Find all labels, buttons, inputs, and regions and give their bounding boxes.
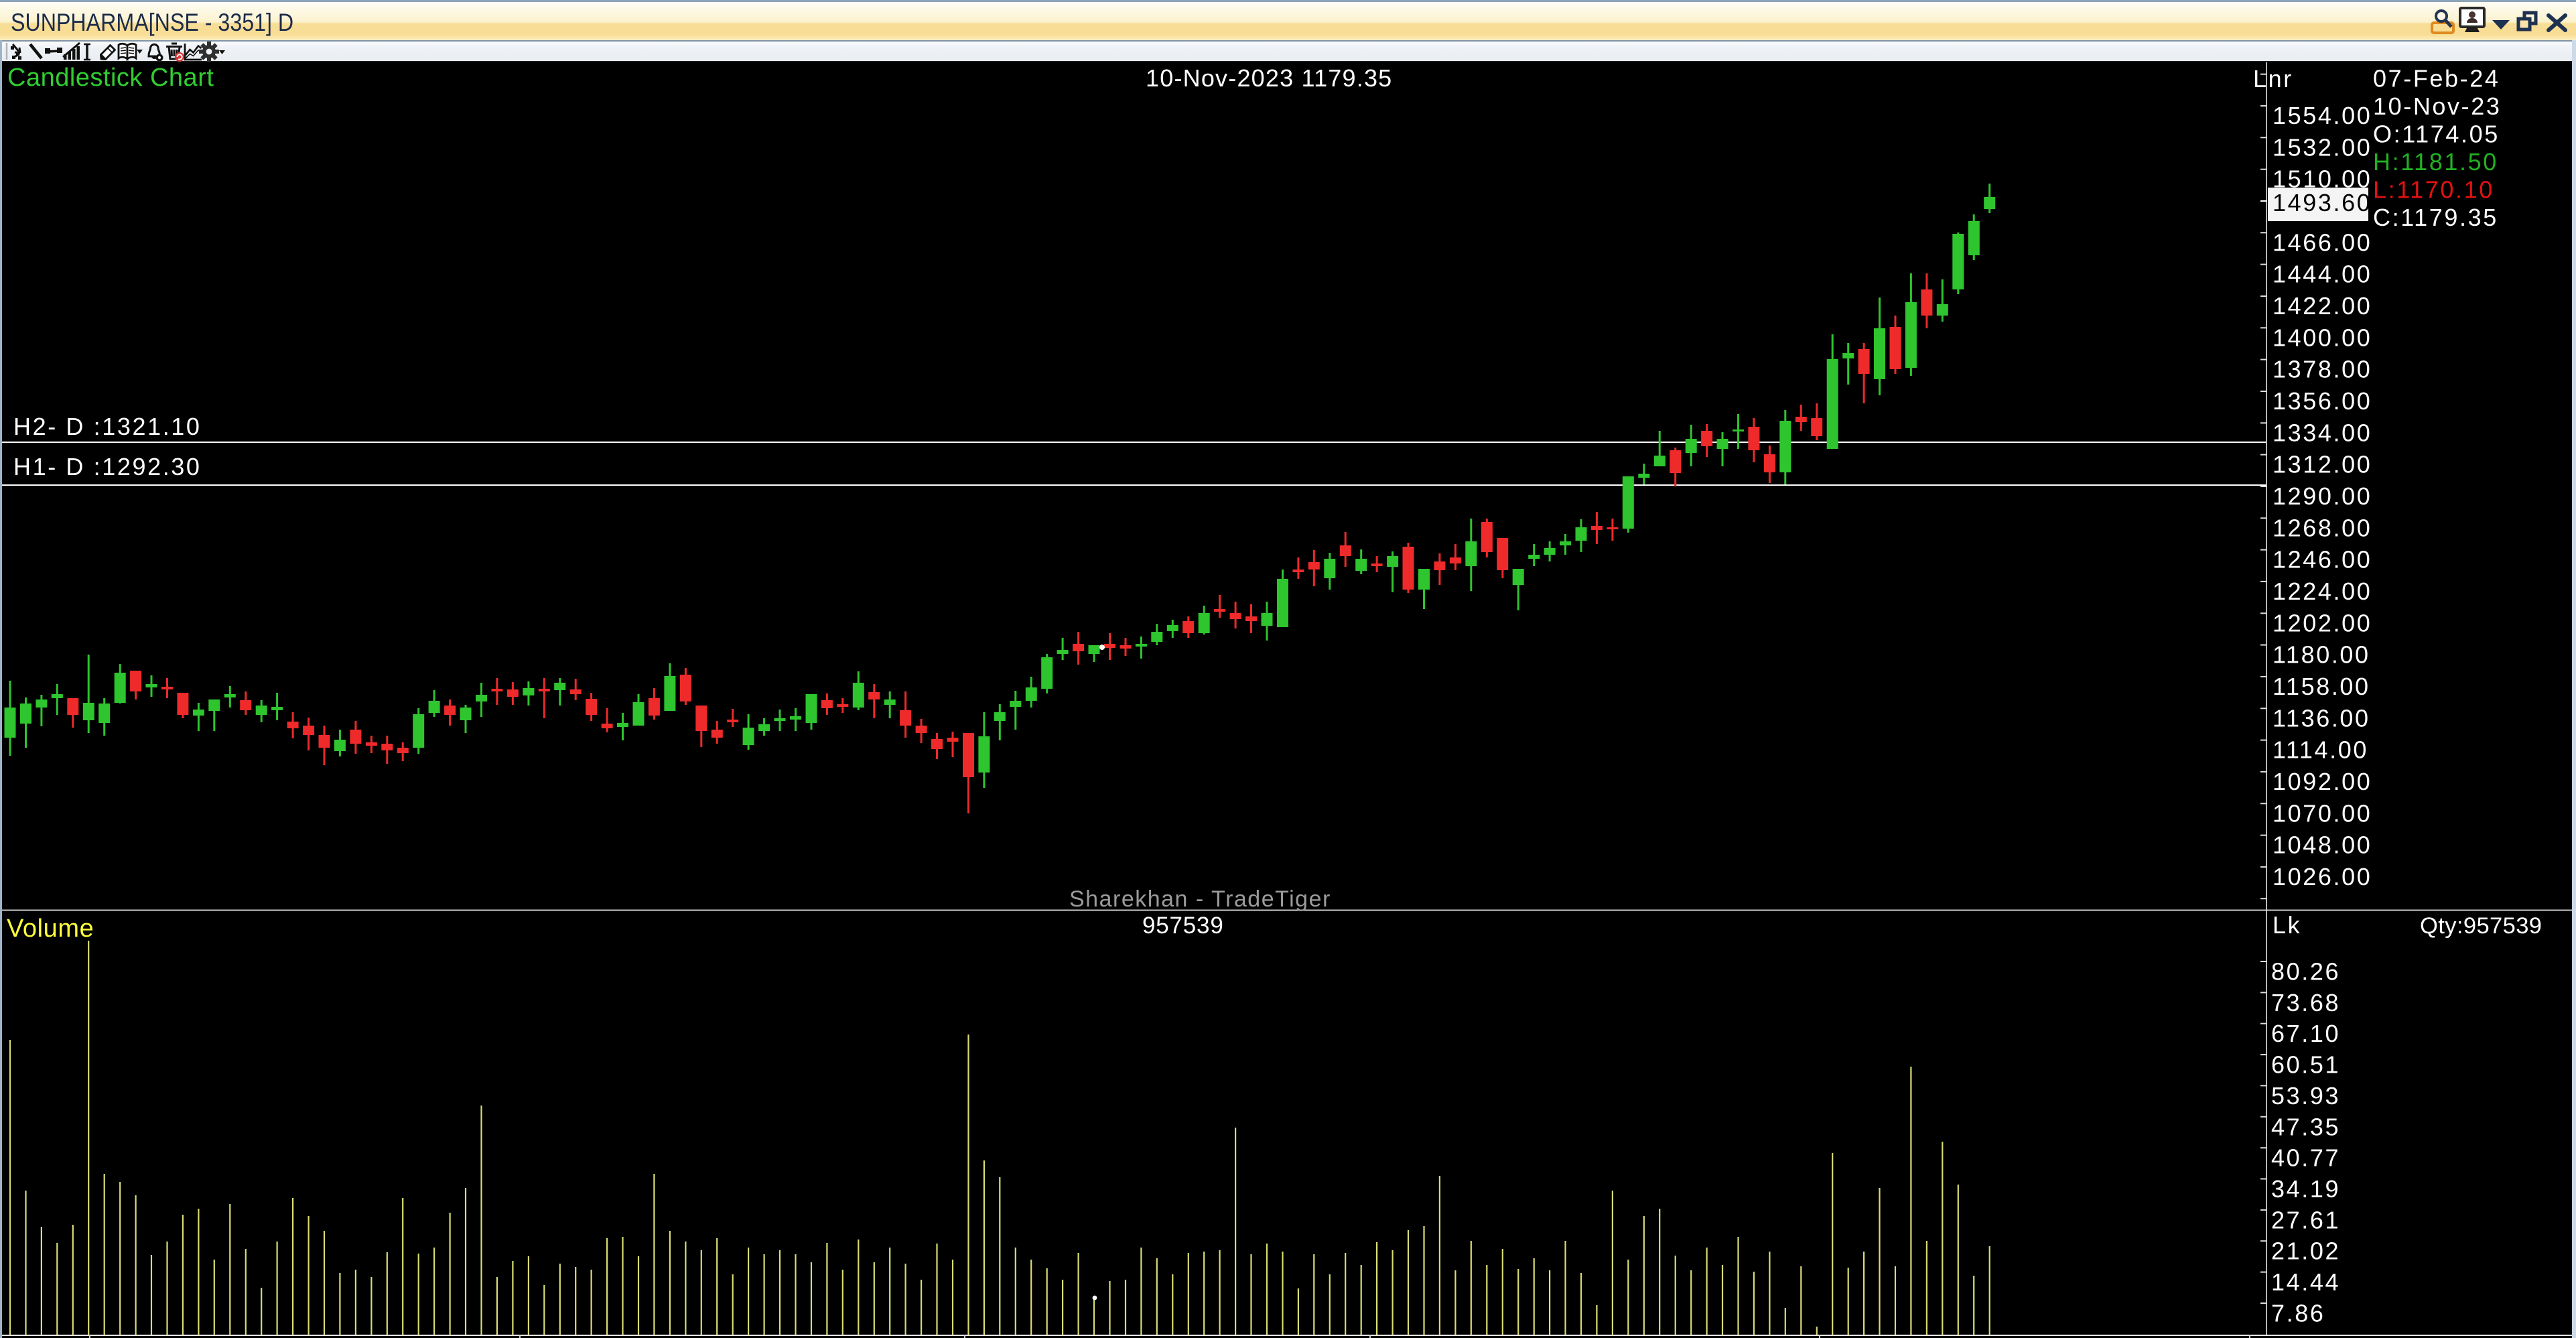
svg-text:60.51: 60.51	[2271, 1051, 2340, 1079]
svg-text:957539: 957539	[1142, 913, 1224, 939]
svg-text:10-Nov-2023 1179.35: 10-Nov-2023 1179.35	[1146, 64, 1392, 92]
svg-text:1312.00: 1312.00	[2273, 451, 2372, 478]
svg-text:L:1170.10: L:1170.10	[2373, 176, 2494, 204]
svg-text:1114.00: 1114.00	[2273, 736, 2368, 764]
svg-text:1554.00: 1554.00	[2273, 102, 2372, 129]
svg-text:1202.00: 1202.00	[2273, 609, 2372, 637]
svg-text:Qty:957539: Qty:957539	[2420, 913, 2542, 939]
svg-text:80.26: 80.26	[2271, 958, 2340, 986]
svg-text:Lnr: Lnr	[2253, 65, 2293, 92]
svg-text:Lk: Lk	[2273, 911, 2301, 939]
svg-text:1493.60: 1493.60	[2273, 189, 2372, 216]
svg-text:H2- D :1321.10: H2- D :1321.10	[13, 413, 202, 440]
svg-text:1026.00: 1026.00	[2273, 863, 2372, 890]
svg-text:H1- D :1292.30: H1- D :1292.30	[13, 453, 202, 480]
svg-text:27.61: 27.61	[2271, 1206, 2340, 1233]
svg-text:Sharekhan - TradeTiger: Sharekhan - TradeTiger	[1069, 886, 1331, 912]
svg-text:H:1181.50: H:1181.50	[2373, 148, 2498, 176]
svg-text:1356.00: 1356.00	[2273, 387, 2372, 415]
svg-text:53.93: 53.93	[2271, 1082, 2340, 1110]
svg-text:1048.00: 1048.00	[2273, 831, 2372, 859]
svg-text:1378.00: 1378.00	[2273, 356, 2372, 383]
svg-text:1466.00: 1466.00	[2273, 228, 2372, 256]
svg-text:1158.00: 1158.00	[2273, 673, 2370, 700]
svg-text:1224.00: 1224.00	[2273, 578, 2372, 605]
svg-text:1246.00: 1246.00	[2273, 546, 2372, 574]
svg-text:O:1174.05: O:1174.05	[2373, 121, 2500, 148]
svg-text:1070.00: 1070.00	[2273, 799, 2372, 827]
svg-text:1180.00: 1180.00	[2273, 641, 2370, 669]
svg-text:21.02: 21.02	[2271, 1237, 2340, 1265]
svg-text:1400.00: 1400.00	[2273, 324, 2372, 351]
svg-text:1444.00: 1444.00	[2273, 261, 2372, 288]
svg-text:Volume: Volume	[7, 915, 94, 943]
svg-text:1290.00: 1290.00	[2273, 482, 2372, 510]
svg-text:47.35: 47.35	[2271, 1113, 2340, 1140]
svg-text:7.86: 7.86	[2271, 1300, 2325, 1327]
svg-text:1136.00: 1136.00	[2273, 704, 2370, 732]
svg-text:C:1179.35: C:1179.35	[2373, 204, 2498, 231]
svg-text:14.44: 14.44	[2271, 1268, 2340, 1296]
svg-text:10-Nov-23: 10-Nov-23	[2373, 92, 2501, 120]
svg-text:34.19: 34.19	[2271, 1175, 2340, 1203]
svg-text:67.10: 67.10	[2271, 1020, 2340, 1047]
svg-text:40.77: 40.77	[2271, 1144, 2340, 1172]
svg-text:Candlestick Chart: Candlestick Chart	[7, 64, 214, 92]
svg-text:1334.00: 1334.00	[2273, 419, 2372, 446]
svg-text:07-Feb-24: 07-Feb-24	[2373, 65, 2500, 92]
svg-text:1268.00: 1268.00	[2273, 514, 2372, 541]
svg-text:1092.00: 1092.00	[2273, 768, 2372, 795]
svg-text:1532.00: 1532.00	[2273, 133, 2372, 161]
svg-text:73.68: 73.68	[2271, 989, 2340, 1016]
svg-text:1422.00: 1422.00	[2273, 292, 2372, 320]
